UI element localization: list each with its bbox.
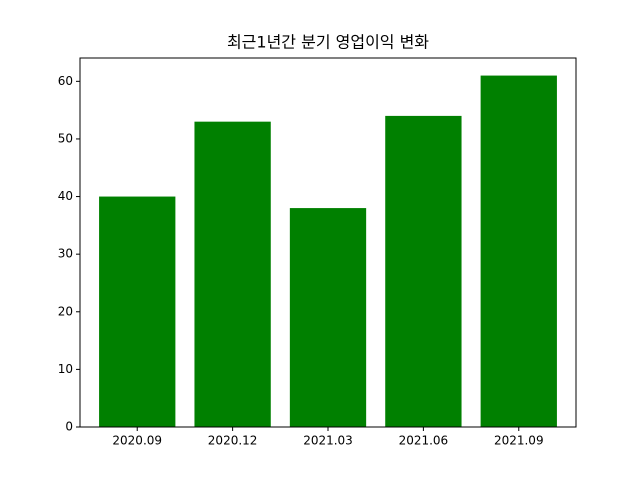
y-tick-label: 40 — [58, 189, 73, 203]
y-tick-label: 50 — [58, 131, 73, 145]
x-tick-label: 2021.03 — [303, 434, 353, 448]
y-tick-label: 30 — [58, 247, 73, 261]
bar — [385, 115, 462, 428]
x-tick-label: 2020.09 — [112, 434, 162, 448]
bar — [480, 75, 557, 428]
y-tick-label: 20 — [58, 304, 73, 318]
bar — [289, 208, 367, 427]
bar — [99, 196, 176, 427]
y-tick-label: 10 — [58, 362, 73, 376]
plot-frame — [79, 57, 577, 428]
chart-title: 최근1년간 분기 영업이익 변화 — [227, 33, 429, 52]
x-tick-label: 2021.09 — [494, 434, 544, 448]
y-tick-label: 60 — [58, 74, 73, 88]
x-tick-label: 2021.06 — [399, 434, 449, 448]
y-tick-label: 0 — [65, 420, 73, 434]
x-tick-label: 2020.12 — [208, 434, 258, 448]
bar — [194, 121, 271, 427]
